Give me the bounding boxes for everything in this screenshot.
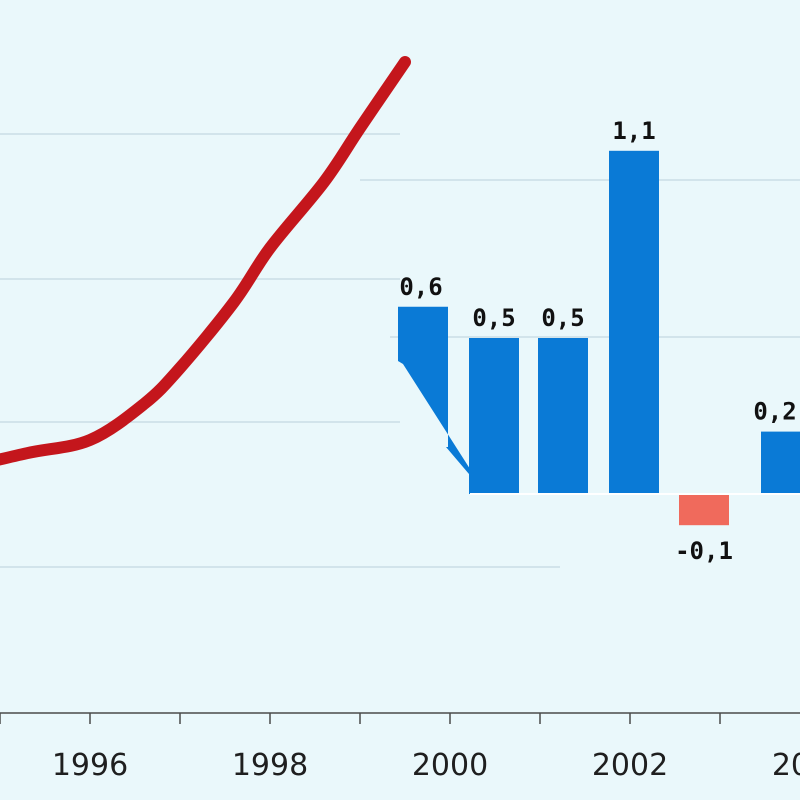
x-axis-tick-labels: 1996 1998 2000 2002 2004 [52, 748, 800, 783]
x-tick-label: 1996 [52, 748, 128, 783]
bar-value-label: 0,2 [753, 398, 796, 426]
bar-series [398, 150, 800, 526]
bar [609, 150, 659, 495]
bar [679, 494, 729, 526]
bar-value-label: -0,1 [675, 537, 733, 565]
bar [469, 338, 519, 494]
gridlines [0, 133, 800, 568]
bar-value-labels: 0,6 0,5 0,5 1,1 -0,1 0,2 [399, 117, 796, 565]
x-tick-label: 2002 [592, 748, 668, 783]
bar-value-label: 1,1 [612, 117, 655, 145]
bar-value-label: 0,6 [399, 273, 442, 301]
x-tick-label: 1998 [232, 748, 308, 783]
x-tick-label: 2004 [772, 748, 800, 783]
bar-value-label: 0,5 [541, 304, 584, 332]
bar [398, 306, 486, 494]
x-tick-label: 2000 [412, 748, 488, 783]
x-axis-ticks [0, 713, 721, 724]
bar [761, 431, 800, 494]
bar-value-label: 0,5 [472, 304, 515, 332]
bar [538, 338, 588, 494]
series-line [0, 56, 411, 466]
line-series [0, 56, 411, 466]
